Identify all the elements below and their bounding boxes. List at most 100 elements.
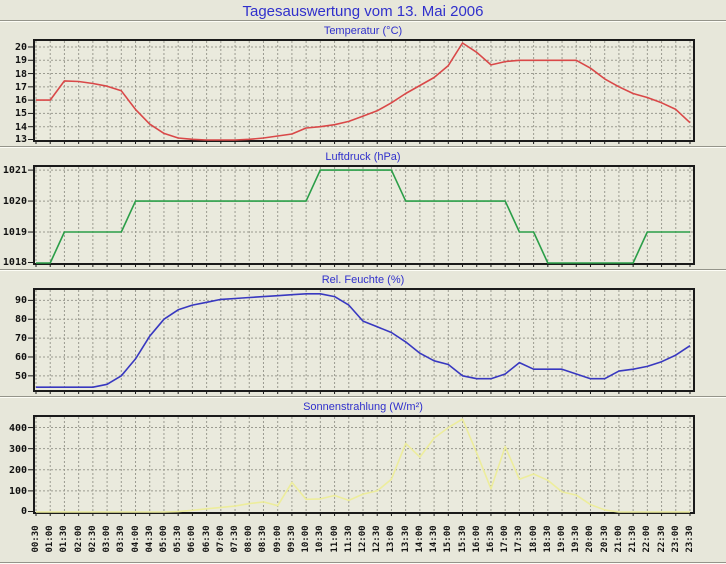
humidity-chart-title: Rel. Feuchte (%) (321, 274, 405, 286)
radiation-y-tick-label: 0 (20, 506, 27, 517)
x-tick-label: 01:00 (45, 525, 56, 553)
x-tick-label: 15:30 (457, 525, 468, 553)
humidity-y-axis: 50 60 70 80 90 (0, 288, 29, 392)
gridlines (35, 41, 693, 140)
x-tick-label: 17:30 (514, 525, 525, 553)
humidity-series-line (36, 292, 691, 388)
x-tick-label: 22:30 (656, 525, 667, 553)
temperature-y-tick-label: 18 (14, 68, 27, 80)
temperature-series-line (36, 42, 691, 141)
separator-line (0, 146, 726, 148)
temperature-y-tick-label: 13 (14, 134, 27, 145)
radiation-chart-title: Sonnenstrahlung (W/m²) (303, 401, 423, 413)
x-tick-label: 21:30 (628, 525, 639, 553)
x-tick-label: 18:00 (528, 525, 539, 553)
x-tick-label: 11:00 (329, 525, 340, 553)
temperature-svg (28, 41, 693, 144)
temperature-y-tick-label: 19 (14, 55, 27, 67)
pressure-plot (28, 165, 695, 267)
x-tick-label: 20:30 (599, 525, 610, 553)
pressure-y-tick-label: 1018 (2, 257, 27, 268)
pressure-svg (28, 167, 693, 267)
x-tick-label: 13:00 (386, 525, 397, 553)
temperature-y-tick-label: 16 (14, 95, 27, 107)
pressure-chart-title: Luftdruck (hPa) (325, 151, 401, 163)
radiation-y-tick-label: 100 (8, 485, 27, 497)
x-tick-label: 18:30 (542, 525, 553, 553)
x-tick-label: 19:30 (571, 525, 582, 553)
humidity-y-tick-label: 90 (14, 295, 27, 307)
x-tick-label: 03:30 (116, 525, 127, 553)
x-tick-label: 13:30 (400, 525, 411, 553)
temperature-y-axis: 13 14 15 16 17 18 19 20 (0, 39, 29, 145)
humidity-svg (28, 290, 693, 394)
pressure-chart: 1018 1019 1020 1021 (0, 165, 726, 268)
radiation-svg (28, 417, 693, 516)
temperature-plot (28, 39, 695, 144)
pressure-y-tick-label: 1021 (2, 165, 27, 177)
x-tick-label: 08:30 (258, 525, 269, 553)
temperature-y-tick-label: 20 (14, 41, 27, 53)
x-tick-label: 07:30 (230, 525, 241, 553)
x-tick-label: 15:00 (443, 525, 454, 553)
x-tick-label: 10:00 (301, 525, 312, 553)
axis-ticks (28, 169, 691, 267)
radiation-y-axis: 0 100 200 300 400 (0, 415, 29, 517)
gridlines (35, 417, 693, 512)
x-tick-label: 09:30 (286, 525, 297, 553)
x-tick-label: 14:30 (429, 525, 440, 553)
x-tick-label: 04:30 (144, 525, 155, 553)
pressure-y-tick-label: 1019 (2, 227, 27, 239)
x-tick-label: 12:00 (358, 525, 368, 553)
radiation-series-line (36, 418, 690, 513)
x-tick-label: 00:30 (31, 525, 41, 553)
radiation-y-tick-label: 200 (8, 464, 27, 476)
gridlines (35, 167, 693, 263)
x-tick-label: 10:30 (315, 525, 326, 553)
x-tick-label: 23:00 (670, 525, 681, 553)
radiation-y-tick-label: 400 (8, 422, 27, 434)
temperature-chart-title: Temperatur (°C) (323, 25, 403, 37)
x-tick-label: 19:00 (557, 525, 568, 553)
x-tick-label: 02:30 (87, 525, 98, 553)
axis-ticks (28, 299, 691, 394)
temperature-y-tick-label: 17 (14, 81, 27, 93)
pressure-section: Luftdruck (hPa) 1018 1019 1020 1021 (0, 148, 726, 271)
humidity-y-tick-label: 80 (14, 314, 27, 326)
humidity-plot (28, 288, 695, 394)
x-tick-label: 01:30 (59, 525, 70, 553)
page-title: Tagesauswertung vom 13. Mai 2006 (242, 3, 484, 20)
pressure-y-axis: 1018 1019 1020 1021 (0, 165, 29, 268)
x-tick-label: 05:00 (158, 525, 169, 553)
x-tick-label: 20:00 (585, 525, 596, 553)
x-tick-label: 21:00 (613, 525, 624, 553)
humidity-y-tick-label: 70 (14, 333, 27, 345)
radiation-chart: 0 100 200 300 400 (0, 415, 726, 517)
x-tick-label: 03:00 (102, 525, 113, 553)
temperature-y-tick-label: 14 (14, 121, 27, 133)
separator-line (0, 269, 726, 271)
temperature-y-tick-label: 15 (14, 108, 27, 120)
x-tick-label: 12:30 (372, 525, 383, 553)
x-tick-label: 22:00 (642, 525, 653, 553)
x-tick-label: 14:00 (414, 525, 425, 553)
humidity-chart: 50 60 70 80 90 (0, 288, 726, 394)
separator-line (0, 20, 726, 22)
axis-ticks (28, 46, 691, 144)
humidity-y-tick-label: 50 (14, 370, 27, 382)
temperature-chart: 13 14 15 16 17 18 19 20 (0, 39, 726, 145)
x-tick-label: 07:00 (215, 525, 226, 553)
x-tick-label: 04:00 (130, 525, 141, 553)
x-tick-label: 11:30 (343, 525, 354, 553)
x-tick-label: 06:30 (201, 525, 212, 553)
radiation-plot (28, 415, 695, 516)
radiation-section: Sonnenstrahlung (W/m²) 0 100 200 300 400 (0, 398, 726, 517)
x-tick-label: 09:00 (272, 525, 283, 553)
x-tick-label: 05:30 (173, 525, 184, 553)
x-tick-label: 08:00 (244, 525, 255, 553)
pressure-y-tick-label: 1020 (2, 196, 27, 208)
temperature-section: Temperatur (°C) 13 14 15 16 17 18 19 20 (0, 22, 726, 148)
x-tick-label: 06:00 (187, 525, 198, 553)
separator-line (0, 396, 726, 398)
